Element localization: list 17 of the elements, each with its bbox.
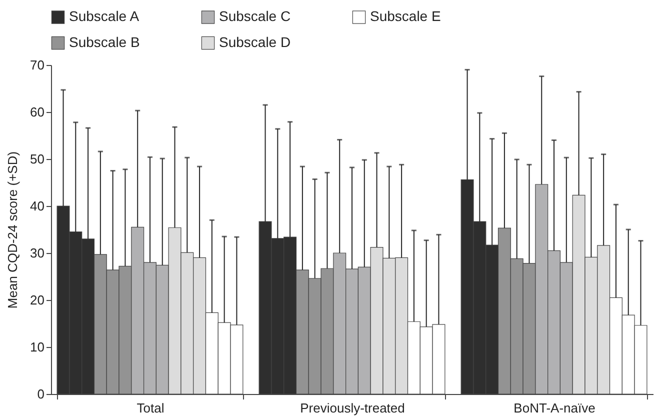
x-tick-label: BoNT-A-naïve [514,400,596,416]
y-tick-label: 60 [30,104,44,120]
y-tick-label: 40 [30,198,44,214]
legend-label: Subscale E [370,8,441,24]
y-tick-label: 20 [30,292,44,308]
x-tick-label: Previously-treated [300,400,405,416]
legend-label: Subscale C [219,8,291,24]
legend-label: Subscale A [69,8,140,24]
legend-label: Subscale B [69,34,140,50]
x-tick-label: Total [136,400,164,416]
y-tick-label: 70 [30,58,44,72]
y-tick-label: 50 [30,152,44,166]
y-tick-label: 0 [37,386,44,402]
y-tick-label: 30 [30,246,44,260]
y-tick-label: 10 [30,340,44,354]
legend-label: Subscale D [219,34,291,50]
y-axis-title: Mean CQD-24 score (+SD) [5,151,20,309]
